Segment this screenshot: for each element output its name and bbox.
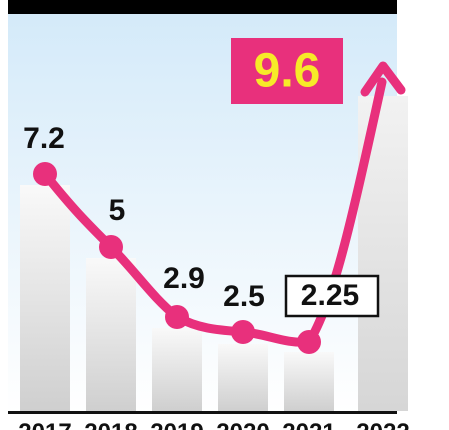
- x-tick-2018: 2018: [84, 419, 137, 430]
- trend-arrow-head: [360, 61, 406, 97]
- value-label-2019: 2.9: [163, 262, 205, 295]
- x-axis-tick-labels: 2017 2018 2019 2020 2021 2022: [18, 419, 409, 430]
- bar-2021: [284, 352, 334, 411]
- value-label-2017: 7.2: [23, 122, 65, 155]
- data-points: [33, 162, 321, 354]
- value-label-2020: 2.5: [223, 280, 265, 313]
- x-tick-2017: 2017: [18, 419, 71, 430]
- highlight-box-2022: [231, 38, 343, 104]
- bar-2017: [20, 185, 70, 411]
- value-labels: 7.2 5 2.9 2.5 2.25 9.6: [23, 38, 380, 318]
- x-tick-2020: 2020: [216, 419, 269, 430]
- point-2017: [33, 162, 57, 186]
- value-label-2022: 9.6: [254, 45, 321, 98]
- bar-2018: [86, 258, 136, 411]
- x-tick-2019: 2019: [150, 419, 203, 430]
- value-label-2021: 2.25: [301, 279, 359, 312]
- point-2018: [99, 235, 123, 259]
- column-bars: [20, 96, 408, 411]
- label-box-2021: [284, 274, 380, 318]
- point-2019: [165, 305, 189, 329]
- point-2020: [231, 320, 255, 344]
- x-tick-2022: 2022: [356, 419, 409, 430]
- value-label-2018: 5: [109, 194, 126, 227]
- bar-2020: [218, 344, 268, 411]
- point-2021: [297, 330, 321, 354]
- bar-2019: [152, 328, 202, 411]
- x-tick-2021: 2021: [282, 419, 335, 430]
- header-band: [8, 0, 397, 14]
